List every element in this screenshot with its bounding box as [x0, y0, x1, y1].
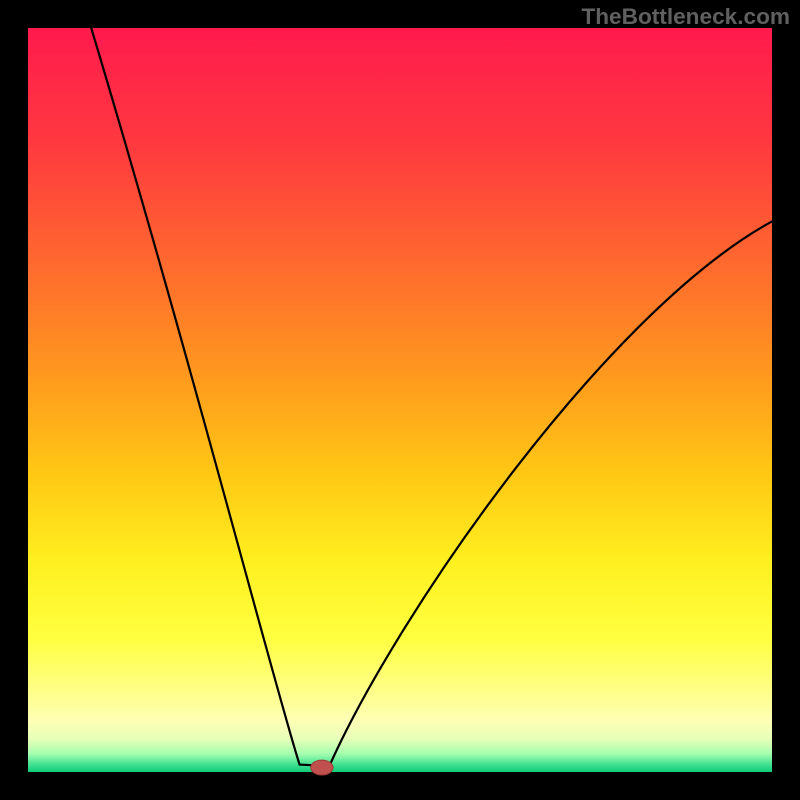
gradient-background: [28, 28, 772, 772]
optimum-marker: [311, 760, 333, 775]
watermark-text: TheBottleneck.com: [581, 4, 790, 30]
chart-container: TheBottleneck.com: [0, 0, 800, 800]
bottleneck-curve-chart: [0, 0, 800, 800]
